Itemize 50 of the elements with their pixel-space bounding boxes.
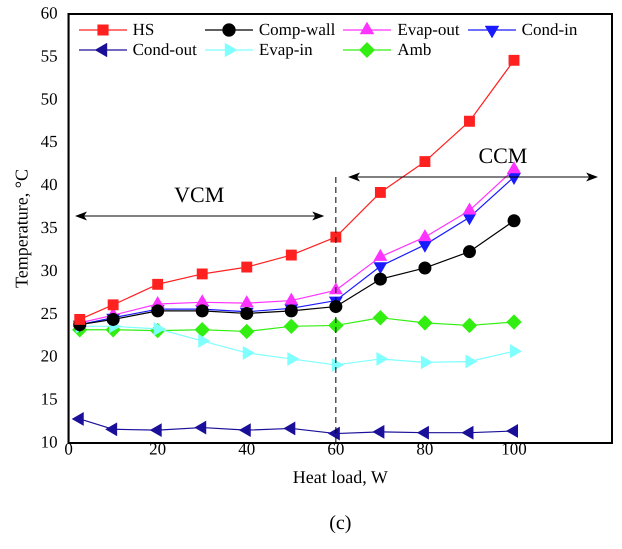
legend-label: HS bbox=[132, 20, 154, 40]
point bbox=[464, 116, 475, 127]
x-tick-label: 0 bbox=[64, 440, 73, 459]
legend-label: Comp-wall bbox=[258, 20, 336, 40]
y-tick-label: 30 bbox=[40, 260, 58, 280]
annotation: VCM bbox=[174, 182, 224, 208]
legend-label: Cond-in bbox=[522, 20, 578, 40]
legend-label: Evap-in bbox=[258, 40, 313, 60]
y-tick-label: 15 bbox=[40, 390, 58, 409]
point bbox=[241, 262, 252, 273]
point bbox=[152, 278, 164, 290]
point bbox=[239, 324, 254, 339]
x-tick-label: 40 bbox=[238, 440, 256, 459]
point bbox=[330, 232, 342, 243]
point bbox=[417, 315, 432, 330]
point bbox=[462, 318, 477, 333]
y-tick-label: 10 bbox=[40, 432, 58, 452]
legend-label: Cond-out bbox=[132, 40, 197, 60]
point bbox=[194, 322, 210, 338]
point bbox=[108, 299, 119, 310]
annotation: CCM bbox=[478, 143, 528, 170]
y-tick-label: 40 bbox=[40, 175, 58, 194]
y-tick-label: 20 bbox=[40, 346, 58, 366]
point bbox=[374, 272, 387, 286]
y-tick-label: 60 bbox=[40, 3, 58, 22]
x-axis-title: Heat load, W bbox=[292, 466, 388, 487]
y-tick-label: 35 bbox=[40, 218, 58, 237]
point bbox=[328, 318, 344, 333]
text: (c) bbox=[329, 512, 352, 535]
point bbox=[196, 268, 208, 280]
point bbox=[418, 261, 432, 274]
point bbox=[508, 214, 521, 228]
y-tick-label: 55 bbox=[40, 46, 58, 66]
point bbox=[506, 424, 518, 438]
point bbox=[286, 250, 297, 261]
y-tick-label: 50 bbox=[40, 89, 58, 108]
y-tick-label: 25 bbox=[40, 304, 58, 323]
point bbox=[329, 300, 342, 314]
x-tick-label: 100 bbox=[501, 440, 527, 459]
point bbox=[419, 156, 430, 168]
point bbox=[284, 318, 299, 334]
point bbox=[374, 187, 386, 198]
legend-label: Evap-out bbox=[397, 20, 460, 40]
point bbox=[372, 310, 388, 326]
legend-label: Amb bbox=[397, 40, 432, 60]
y-axis-title: Temperature, °C bbox=[12, 169, 32, 288]
point bbox=[506, 314, 522, 330]
point bbox=[508, 54, 520, 66]
y-tick-label: 45 bbox=[40, 132, 58, 152]
point bbox=[462, 245, 476, 258]
